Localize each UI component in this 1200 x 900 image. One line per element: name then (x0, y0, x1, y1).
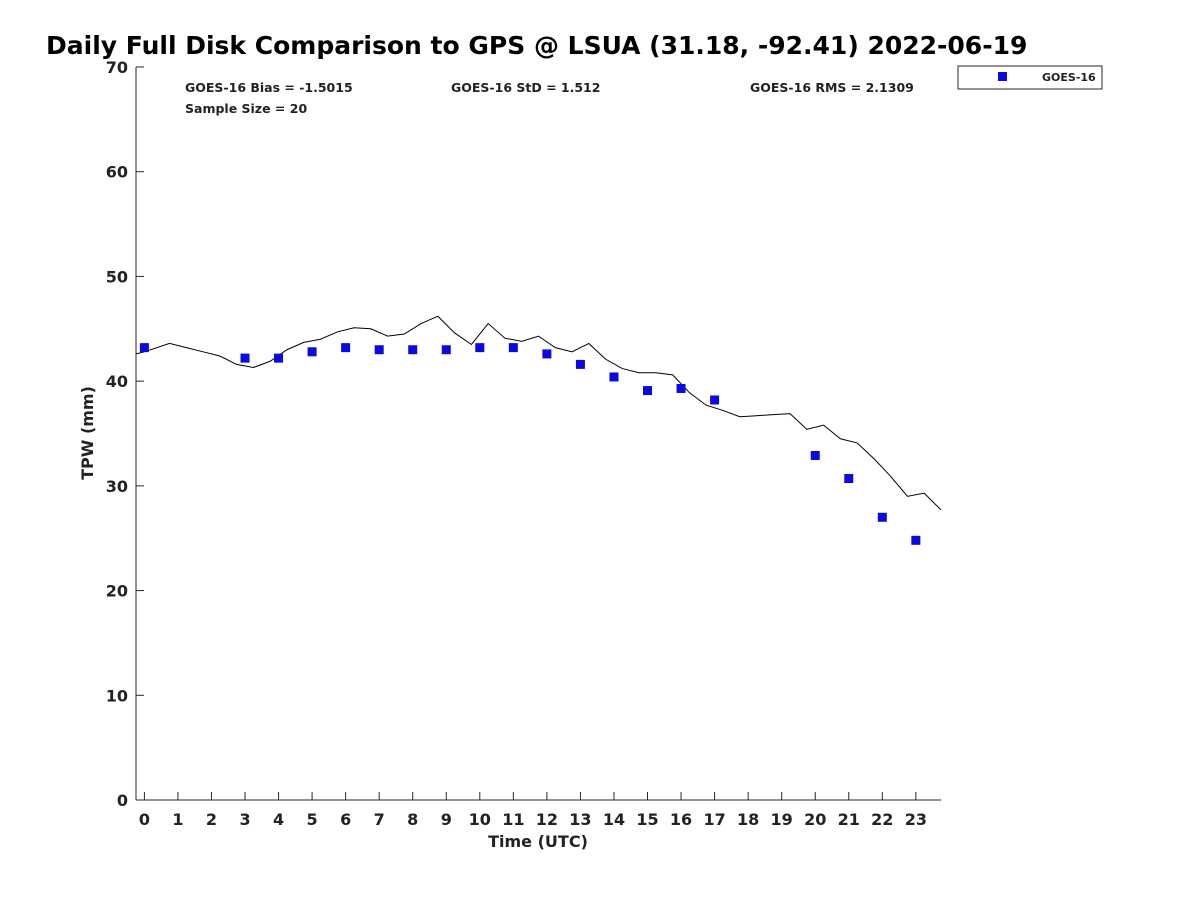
goes16-point (609, 372, 619, 382)
y-axis-label: TPW (mm) (78, 386, 97, 480)
x-tick-label: 15 (636, 810, 658, 829)
x-ticks: 0 1 2 3 4 5 6 7 8 9 10 11 12 13 14 15 16 17 18 19 20 21 22 23 (139, 792, 927, 829)
goes16-point (676, 383, 686, 393)
x-tick-label: 13 (569, 810, 591, 829)
x-tick-label: 6 (340, 810, 351, 829)
stat-bias: GOES-16 Bias = -1.5015 (185, 80, 353, 95)
legend-box (957, 65, 1103, 90)
x-tick-label: 21 (838, 810, 860, 829)
x-tick-label: 3 (239, 810, 250, 829)
x-axis-label: Time (UTC) (488, 832, 588, 851)
y-tick-label: 10 (106, 686, 128, 705)
goes16-point (877, 512, 887, 522)
goes16-point (274, 353, 284, 363)
x-tick-label: 5 (307, 810, 318, 829)
goes16-point (542, 349, 552, 359)
x-tick-label: 23 (905, 810, 927, 829)
y-tick-label: 50 (106, 267, 128, 286)
goes16-point (341, 343, 351, 353)
chart-title: Daily Full Disk Comparison to GPS @ LSUA… (46, 31, 1027, 60)
goes16-point (643, 386, 653, 396)
x-tick-label: 9 (441, 810, 452, 829)
stat-std: GOES-16 StD = 1.512 (451, 80, 600, 95)
x-tick-label: 7 (374, 810, 385, 829)
goes16-point (911, 535, 921, 545)
goes16-point (575, 359, 585, 369)
x-tick-label: 12 (536, 810, 558, 829)
goes16-point (844, 474, 854, 484)
goes16-point (374, 345, 384, 355)
y-tick-label: 60 (106, 163, 128, 182)
y-tick-label: 30 (106, 477, 128, 496)
y-tick-label: 40 (106, 372, 128, 391)
goes16-point (475, 343, 485, 353)
x-tick-label: 4 (273, 810, 284, 829)
goes16-point (408, 345, 418, 355)
goes16-point (810, 450, 820, 460)
goes16-point (508, 343, 518, 353)
x-tick-label: 20 (804, 810, 826, 829)
series-layer (135, 315, 942, 545)
plot-frame (135, 67, 941, 801)
y-ticks: 0 10 20 30 40 50 60 70 (106, 58, 144, 810)
goes16-point (139, 343, 149, 353)
legend: GOES-16 (957, 65, 1103, 90)
x-tick-label: 1 (172, 810, 183, 829)
goes16-point (710, 395, 720, 405)
x-tick-label: 11 (502, 810, 524, 829)
x-tick-label: 17 (703, 810, 725, 829)
x-tick-label: 22 (871, 810, 893, 829)
goes16-point (240, 353, 250, 363)
x-tick-label: 10 (469, 810, 491, 829)
legend-label-goes16: GOES-16 (1042, 71, 1096, 84)
x-tick-label: 19 (771, 810, 793, 829)
x-tick-label: 16 (670, 810, 692, 829)
stat-sample-size: Sample Size = 20 (185, 101, 307, 116)
legend-marker-goes16 (998, 72, 1007, 81)
x-tick-label: 8 (407, 810, 418, 829)
x-tick-label: 14 (603, 810, 625, 829)
y-tick-label: 70 (106, 58, 128, 77)
stat-rms: GOES-16 RMS = 2.1309 (750, 80, 914, 95)
goes16-point (441, 345, 451, 355)
y-tick-label: 20 (106, 582, 128, 601)
goes16-point (307, 347, 317, 357)
y-tick-label: 0 (117, 791, 128, 810)
x-tick-label: 18 (737, 810, 759, 829)
x-tick-label: 2 (206, 810, 217, 829)
gps-tpw-line (135, 315, 942, 511)
x-tick-label: 0 (139, 810, 150, 829)
